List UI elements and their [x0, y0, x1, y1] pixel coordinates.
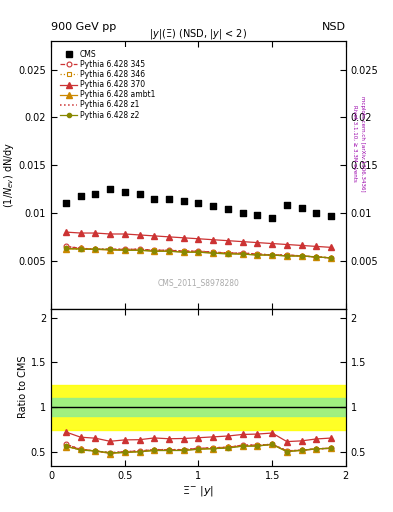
Point	[240, 209, 246, 217]
Point	[284, 201, 290, 209]
Bar	[51, 398, 346, 416]
Point	[225, 205, 231, 213]
X-axis label: $\Xi^{-}$ $|y|$: $\Xi^{-}$ $|y|$	[182, 483, 215, 498]
Point	[107, 185, 113, 193]
Text: Rivet 3.1.10, ≥ 3.3M events: Rivet 3.1.10, ≥ 3.3M events	[352, 105, 357, 182]
Point	[313, 209, 320, 217]
Y-axis label: $(1/N_{ev})$ dN/dy: $(1/N_{ev})$ dN/dy	[2, 141, 16, 208]
Point	[136, 190, 143, 198]
Text: NSD: NSD	[322, 22, 346, 32]
Text: mcplots.cern.ch [arXiv:1306.3436]: mcplots.cern.ch [arXiv:1306.3436]	[360, 96, 365, 191]
Point	[210, 202, 217, 210]
Text: CMS_2011_S8978280: CMS_2011_S8978280	[158, 278, 239, 287]
Y-axis label: Ratio to CMS: Ratio to CMS	[18, 356, 28, 418]
Point	[269, 214, 275, 222]
Point	[63, 199, 69, 207]
Point	[151, 195, 157, 203]
Point	[181, 197, 187, 205]
Point	[195, 199, 202, 207]
Point	[77, 191, 84, 200]
Point	[122, 188, 128, 196]
Text: 900 GeV pp: 900 GeV pp	[51, 22, 116, 32]
Legend: CMS, Pythia 6.428 345, Pythia 6.428 346, Pythia 6.428 370, Pythia 6.428 ambt1, P: CMS, Pythia 6.428 345, Pythia 6.428 346,…	[58, 48, 158, 122]
Title: $|y|(\Xi)$ (NSD, $|y|$ < 2): $|y|(\Xi)$ (NSD, $|y|$ < 2)	[149, 27, 248, 41]
Point	[166, 195, 172, 203]
Point	[254, 211, 261, 219]
Bar	[51, 385, 346, 430]
Point	[328, 212, 334, 220]
Point	[299, 204, 305, 212]
Point	[92, 190, 99, 198]
